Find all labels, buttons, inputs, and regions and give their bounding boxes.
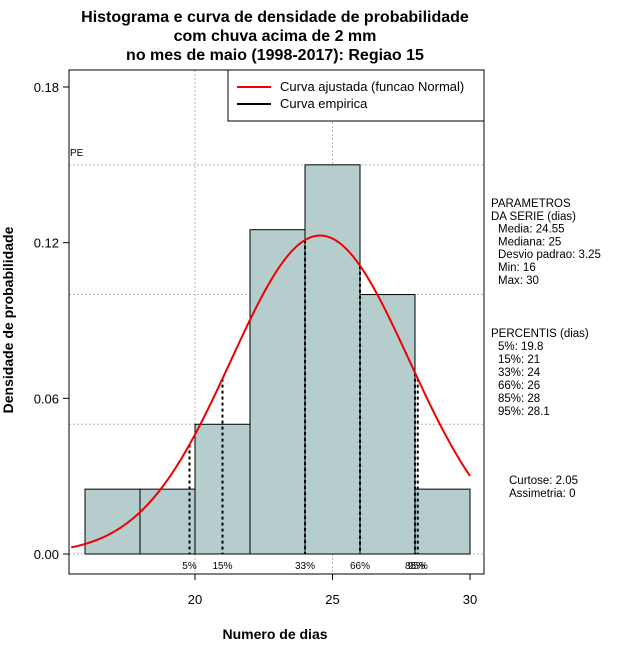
y-axis: 0.00 0.06 0.12 0.18 [34, 80, 69, 562]
y-tick-label: 0.12 [34, 236, 59, 251]
percentis-line: 15%: 21 [498, 354, 540, 366]
legend: Curva ajustada (funcao Normal) Curva emp… [227, 69, 485, 122]
percentis-line: 85%: 28 [498, 393, 540, 405]
legend-box [227, 69, 485, 122]
params-line: Max: 30 [498, 275, 539, 287]
percentile-label: 66% [350, 561, 370, 572]
chart-title: Histograma e curva de densidade de proba… [81, 9, 469, 64]
pe-label: PE [70, 148, 84, 159]
x-tick-label: 20 [188, 592, 202, 607]
histogram-bar [84, 488, 141, 555]
title-line-2: com chuva acima de 2 mm [174, 28, 377, 45]
params-line: Min: 16 [498, 262, 536, 274]
y-tick-label: 0.18 [34, 80, 59, 95]
histogram-bar [359, 294, 416, 555]
params-line: DA SERIE (dias) [491, 211, 576, 223]
params-line: Media: 24.55 [498, 224, 565, 236]
histogram-bar [249, 229, 306, 555]
legend-label-fit: Curva ajustada (funcao Normal) [280, 79, 464, 94]
shape-line: Curtose: 2.05 [509, 475, 578, 487]
params-line: PARAMETROS [491, 198, 571, 210]
histogram-bars [84, 164, 471, 555]
x-axis: 20 25 30 [188, 574, 477, 607]
shape-line: Assimetria: 0 [509, 488, 575, 500]
y-tick-label: 0.00 [34, 547, 59, 562]
legend-label-empirical: Curva empirica [280, 96, 368, 111]
params-line: Mediana: 25 [498, 236, 561, 248]
percentis-line: PERCENTIS (dias) [491, 328, 589, 340]
x-tick-label: 30 [463, 592, 477, 607]
percentis-line: 33%: 24 [498, 367, 541, 379]
percentis-line: 95%: 28.1 [498, 406, 550, 418]
percentis-line: 5%: 19.8 [498, 341, 543, 353]
title-line-3: no mes de maio (1998-2017): Regiao 15 [126, 47, 424, 64]
x-axis-label: Numero de dias [222, 626, 327, 642]
percentis-line: 66%: 26 [498, 380, 540, 392]
title-line-1: Histograma e curva de densidade de proba… [81, 9, 469, 26]
x-tick-label: 25 [325, 592, 339, 607]
percentile-label: 15% [212, 561, 232, 572]
params-line: Desvio padrao: 3.25 [498, 249, 601, 261]
y-axis-label: Densidade de probabilidade [0, 226, 16, 413]
histogram-bar [414, 488, 471, 555]
percentile-label: 95% [408, 561, 428, 572]
normal-fit-curve [71, 234, 471, 549]
y-tick-label: 0.06 [34, 391, 59, 406]
percentile-markers: 5% 15% 33% 66% 85%95% [182, 240, 428, 572]
histogram-bar [304, 164, 361, 555]
percentile-label: 33% [295, 561, 315, 572]
percentile-label: 5% [182, 561, 197, 572]
histogram-bar [139, 488, 196, 555]
percentile-label: 85% [405, 561, 425, 572]
